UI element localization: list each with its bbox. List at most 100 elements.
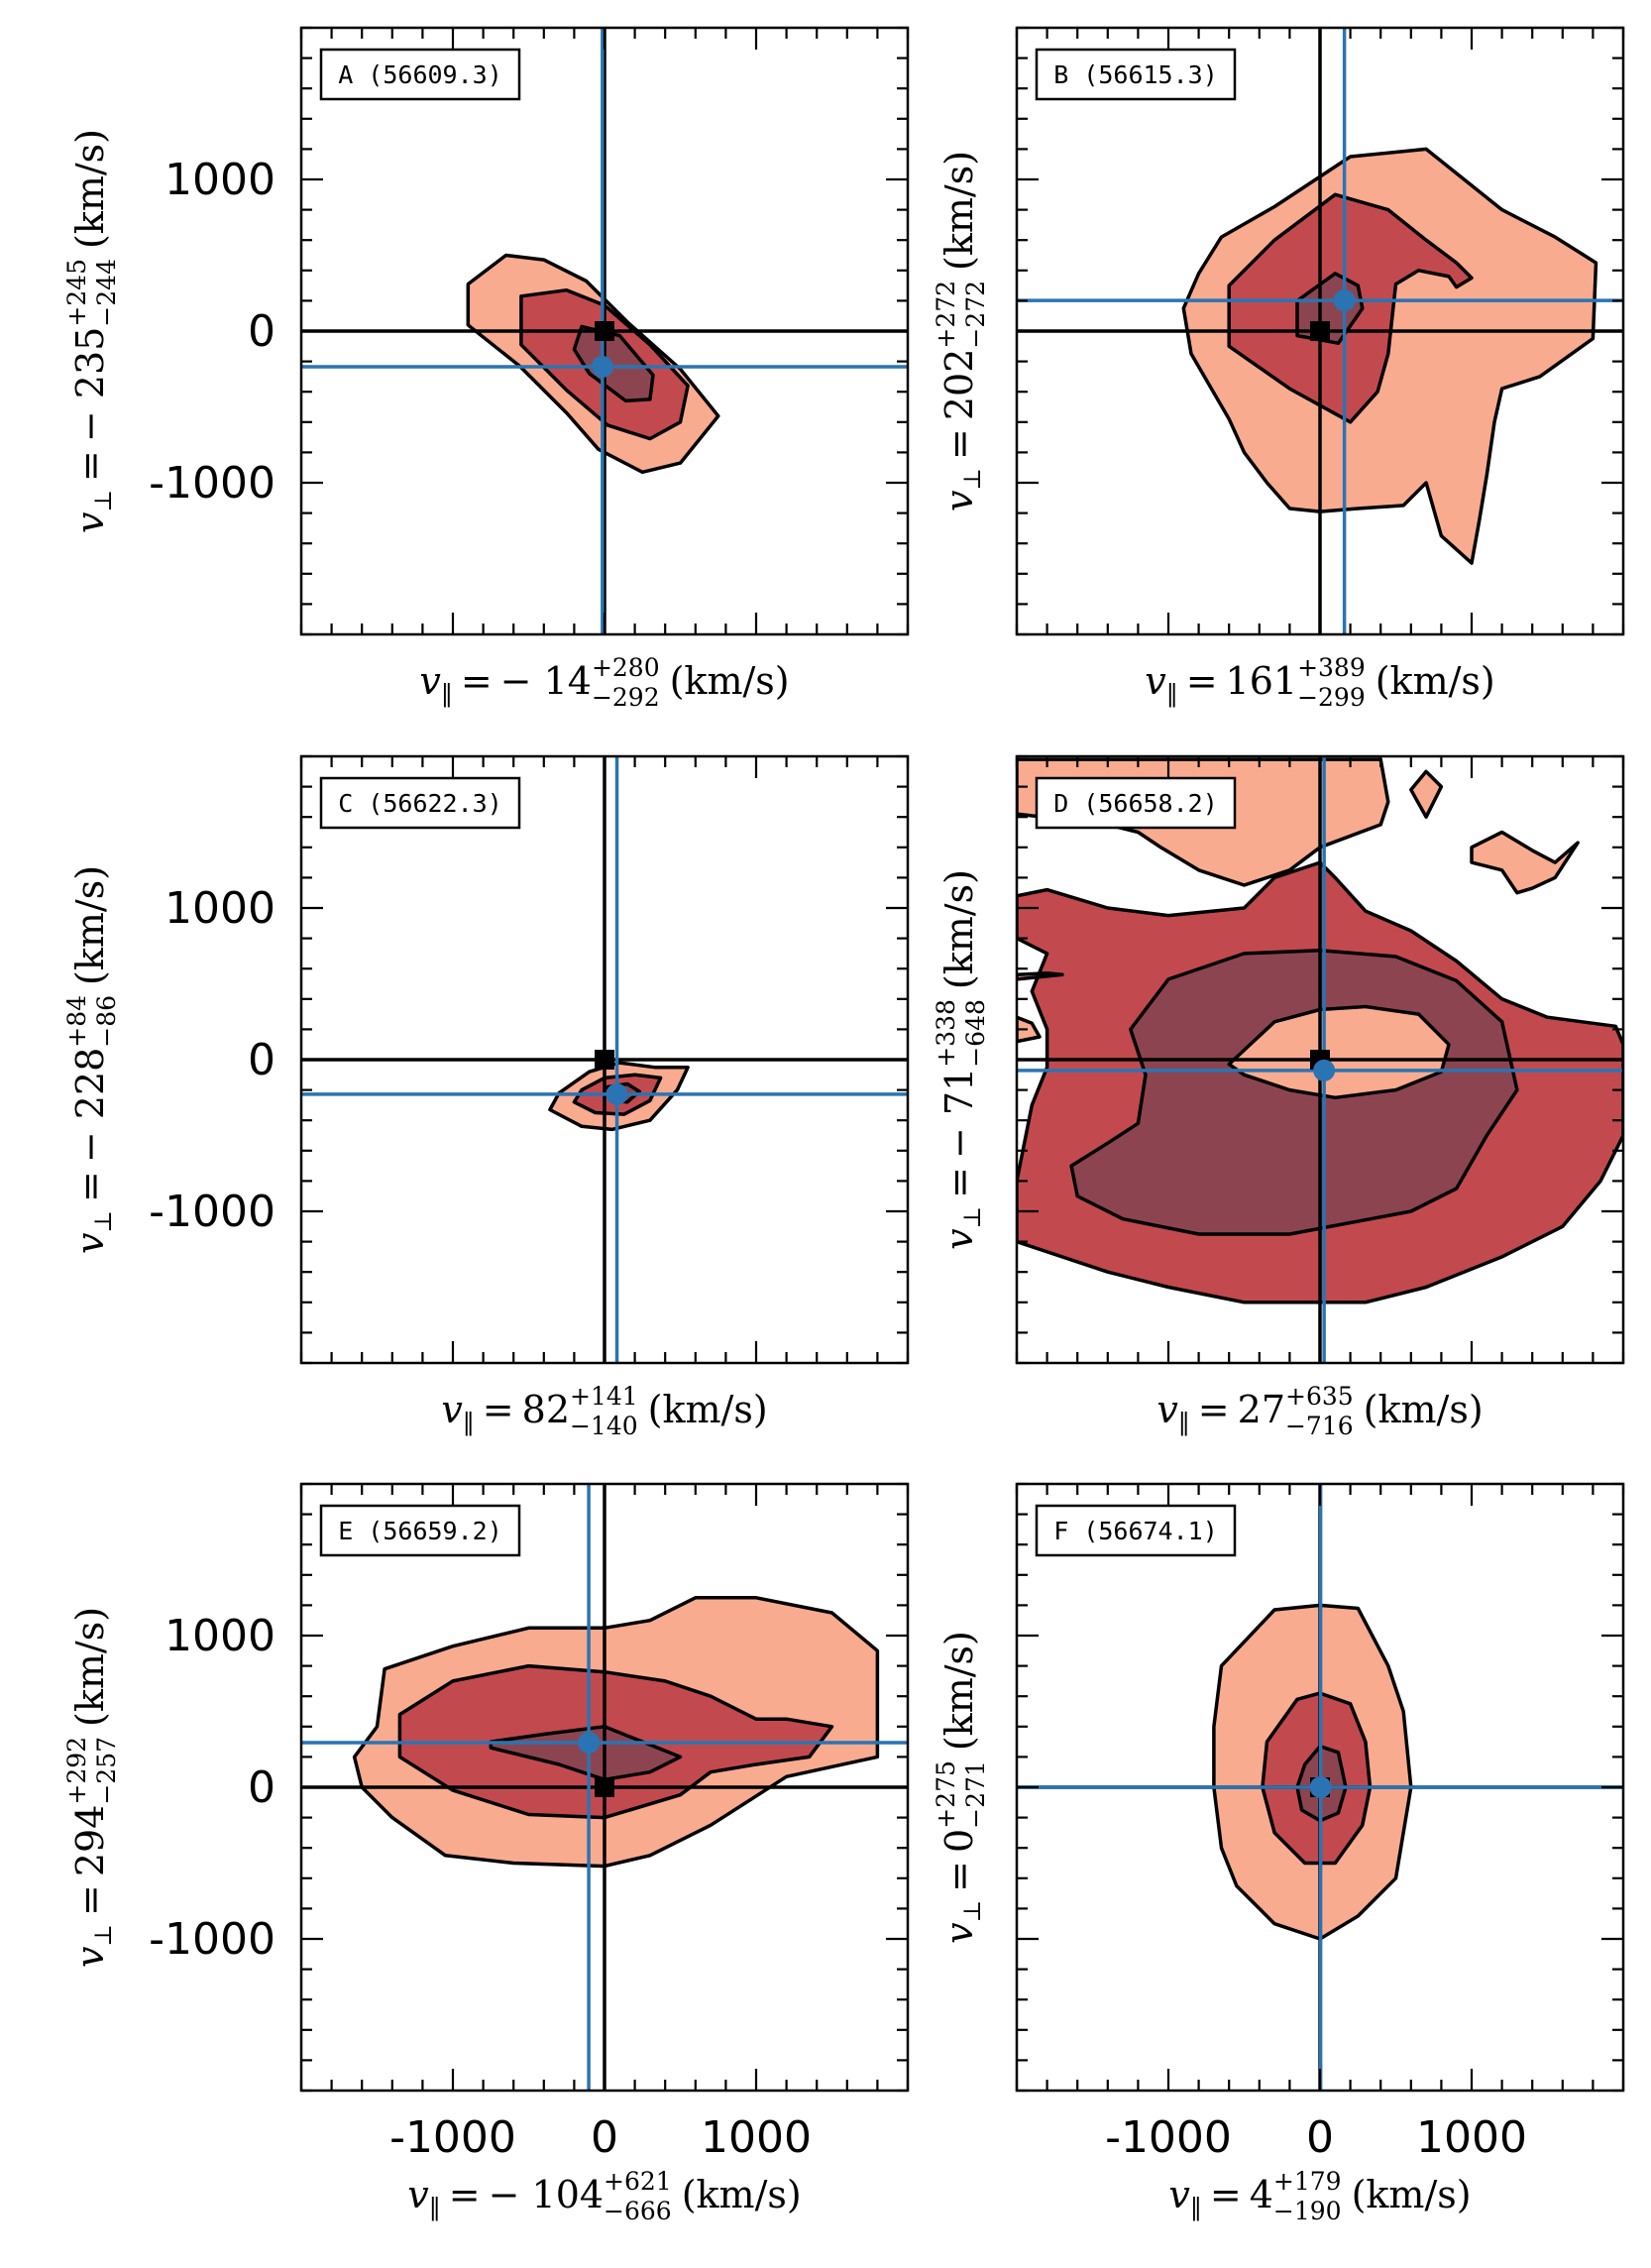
contour-level-1 xyxy=(1409,769,1444,819)
y-axis-label-symbol: v xyxy=(937,1228,981,1250)
y-axis-label: v⊥ = − 71+338−648 (km/s) xyxy=(932,869,990,1250)
panel-label-text: A (56609.3) xyxy=(338,60,502,89)
panel-label-box xyxy=(319,1504,521,1557)
x-tick-label: 1000 xyxy=(701,2112,812,2163)
y-axis-label-unit: (km/s) xyxy=(937,869,981,989)
y-axis-label-value: − 71 xyxy=(937,1068,981,1159)
y-axis-label-symbol: v xyxy=(68,1946,112,1968)
panel-label-text: E (56659.2) xyxy=(338,1517,502,1545)
contour-level-1 xyxy=(1470,830,1580,895)
y-axis-label-value: − 235 xyxy=(68,327,112,442)
x-axis-label-lower-error: −666 xyxy=(604,2197,672,2225)
plot-area xyxy=(1017,756,1623,1363)
ticks xyxy=(1015,26,1625,636)
y-axis-label-unit: (km/s) xyxy=(68,865,112,985)
panel-label-box xyxy=(1035,1504,1237,1557)
x-axis-label-upper-error: +179 xyxy=(1273,2167,1342,2196)
y-axis-label-symbol: v xyxy=(68,511,112,533)
x-tick-label: -1000 xyxy=(1105,2112,1232,2163)
x-axis-label-symbol: v xyxy=(1168,2173,1190,2216)
x-axis-label-equals: = xyxy=(1210,2173,1242,2216)
y-axis-label-upper-error: +292 xyxy=(62,1737,91,1805)
y-axis-label-subscript: ⊥ xyxy=(958,1206,986,1229)
y-axis-label-upper-error: +272 xyxy=(932,281,960,349)
ticks xyxy=(299,26,910,636)
y-axis-label-equals: = xyxy=(68,450,112,482)
x-axis-label-value: − 104 xyxy=(489,2173,604,2216)
panel-d: D (56658.2)v‖ = 27+635 −716 (km/s)v⊥=− 71+33… xyxy=(932,754,1625,1440)
y-tick-label: 1000 xyxy=(165,155,275,205)
x-axis-label-lower-error: −190 xyxy=(1273,2197,1342,2225)
x-axis-label-equals: = xyxy=(483,1388,514,1431)
x-axis-label-unit: (km/s) xyxy=(648,1388,768,1431)
y-axis-label: v⊥ = − 228+84−86 (km/s) xyxy=(62,865,121,1254)
x-axis-label-upper-error: +141 xyxy=(570,1382,638,1411)
y-axis-label-unit: (km/s) xyxy=(68,129,112,249)
x-axis-label-upper-error: +635 xyxy=(1285,1382,1354,1411)
y-axis-label-lower-error: −257 xyxy=(92,1737,121,1805)
panel-label: C (56622.3) xyxy=(319,776,521,830)
panel-label-text: C (56622.3) xyxy=(338,789,502,818)
x-axis-label-subscript: ‖ xyxy=(1178,1409,1190,1437)
y-axis-label-upper-error: +84 xyxy=(62,995,91,1048)
x-axis-label-subscript: ‖ xyxy=(441,680,453,709)
x-axis-label-equals: = xyxy=(449,2173,481,2216)
ticks xyxy=(1015,754,1625,1365)
y-axis-label-equals: = xyxy=(68,1884,112,1916)
y-tick-label: 0 xyxy=(248,1762,275,1813)
x-axis-label-lower-error: −140 xyxy=(570,1412,638,1440)
y-axis-label-subscript: ⊥ xyxy=(958,468,986,491)
x-axis-label-symbol: v xyxy=(407,2173,429,2216)
y-axis-label-value: 202 xyxy=(937,349,981,421)
plot-area xyxy=(301,1484,908,2091)
y-axis-label-value: 294 xyxy=(68,1805,112,1877)
best-fit-marker xyxy=(578,1732,601,1755)
x-axis-label: v‖ = − 104+621 −666 (km/s) xyxy=(407,2167,801,2225)
y-axis-label-symbol: v xyxy=(68,1232,112,1254)
x-axis-label-subscript: ‖ xyxy=(1166,680,1178,709)
x-axis-label: v‖ = − 14+280 −292 (km/s) xyxy=(419,653,789,712)
y-axis-label: v⊥ = 294+292−257 (km/s) xyxy=(62,1607,121,1968)
panel-b: B (56615.3)v‖ = 161+389 −299 (km/s)v⊥=202+27… xyxy=(932,26,1625,712)
panel-label: B (56615.3) xyxy=(1035,48,1237,101)
plot-area xyxy=(1017,28,1623,634)
ticks xyxy=(299,1482,910,2093)
plot-area xyxy=(301,28,908,634)
y-axis-label-lower-error: −244 xyxy=(92,259,121,327)
panel-label: A (56609.3) xyxy=(319,48,521,101)
plot-area xyxy=(1017,1484,1623,2091)
x-tick-label: -1000 xyxy=(389,2112,516,2163)
y-axis-label-lower-error: −272 xyxy=(961,281,990,349)
y-axis-label-equals: = xyxy=(937,428,981,460)
x-axis-label-upper-error: +621 xyxy=(604,2167,672,2196)
x-tick-label: 0 xyxy=(1306,2112,1334,2163)
x-axis-label: v‖ = 27+635 −716 (km/s) xyxy=(1156,1382,1483,1440)
x-axis-label-symbol: v xyxy=(419,659,441,703)
y-axis-label-upper-error: +245 xyxy=(62,259,91,327)
plot-area xyxy=(301,756,908,1363)
x-axis-label-equals: = xyxy=(461,659,493,703)
x-axis-label: v‖ = 161+389 −299 (km/s) xyxy=(1145,653,1495,712)
x-axis-label-symbol: v xyxy=(1156,1388,1178,1431)
x-tick-label: 1000 xyxy=(1416,2112,1527,2163)
panel-label-box xyxy=(319,776,521,830)
y-axis-label-upper-error: +275 xyxy=(932,1760,960,1829)
x-axis-label-value: 27 xyxy=(1238,1388,1285,1431)
x-axis-label-upper-error: +389 xyxy=(1297,653,1366,682)
y-axis-label-lower-error: −648 xyxy=(961,999,990,1068)
contour-level-3 xyxy=(572,324,655,403)
panel-label: F (56674.1) xyxy=(1035,1504,1237,1557)
y-axis-label-subscript: ⊥ xyxy=(89,1210,117,1233)
reference-marker xyxy=(1310,321,1330,341)
y-axis-label-subscript: ⊥ xyxy=(958,1900,986,1923)
reference-marker xyxy=(595,321,614,341)
y-axis-label: v⊥ = 0+275−271 (km/s) xyxy=(932,1631,990,1944)
panel-label: D (56658.2) xyxy=(1035,776,1237,830)
contour-level-1 xyxy=(1017,1015,1042,1044)
x-axis-label-unit: (km/s) xyxy=(1376,659,1495,703)
y-axis-label-subscript: ⊥ xyxy=(89,1924,117,1947)
